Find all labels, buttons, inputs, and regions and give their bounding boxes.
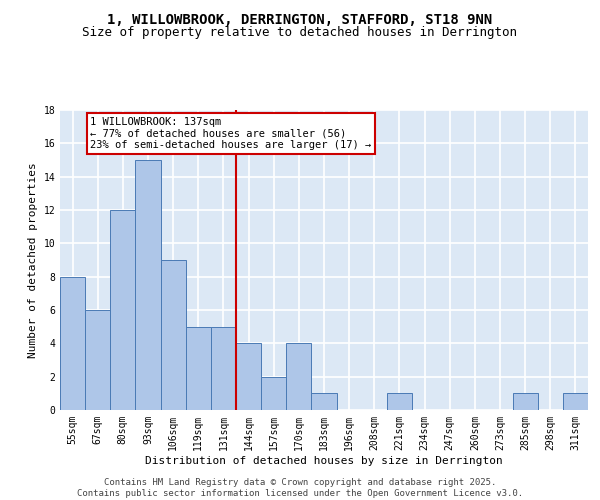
Text: Size of property relative to detached houses in Derrington: Size of property relative to detached ho… <box>83 26 517 39</box>
Bar <box>563 394 588 410</box>
Bar <box>161 260 186 410</box>
Bar <box>387 394 412 410</box>
Bar <box>211 326 236 410</box>
Bar <box>261 376 286 410</box>
Bar <box>311 394 337 410</box>
Bar <box>236 344 261 410</box>
Bar <box>136 160 161 410</box>
Bar <box>85 310 110 410</box>
Bar <box>60 276 85 410</box>
X-axis label: Distribution of detached houses by size in Derrington: Distribution of detached houses by size … <box>145 456 503 466</box>
Bar <box>286 344 311 410</box>
Bar <box>110 210 136 410</box>
Text: 1 WILLOWBROOK: 137sqm
← 77% of detached houses are smaller (56)
23% of semi-deta: 1 WILLOWBROOK: 137sqm ← 77% of detached … <box>90 116 371 150</box>
Text: Contains HM Land Registry data © Crown copyright and database right 2025.
Contai: Contains HM Land Registry data © Crown c… <box>77 478 523 498</box>
Text: 1, WILLOWBROOK, DERRINGTON, STAFFORD, ST18 9NN: 1, WILLOWBROOK, DERRINGTON, STAFFORD, ST… <box>107 12 493 26</box>
Bar <box>186 326 211 410</box>
Bar <box>512 394 538 410</box>
Y-axis label: Number of detached properties: Number of detached properties <box>28 162 38 358</box>
